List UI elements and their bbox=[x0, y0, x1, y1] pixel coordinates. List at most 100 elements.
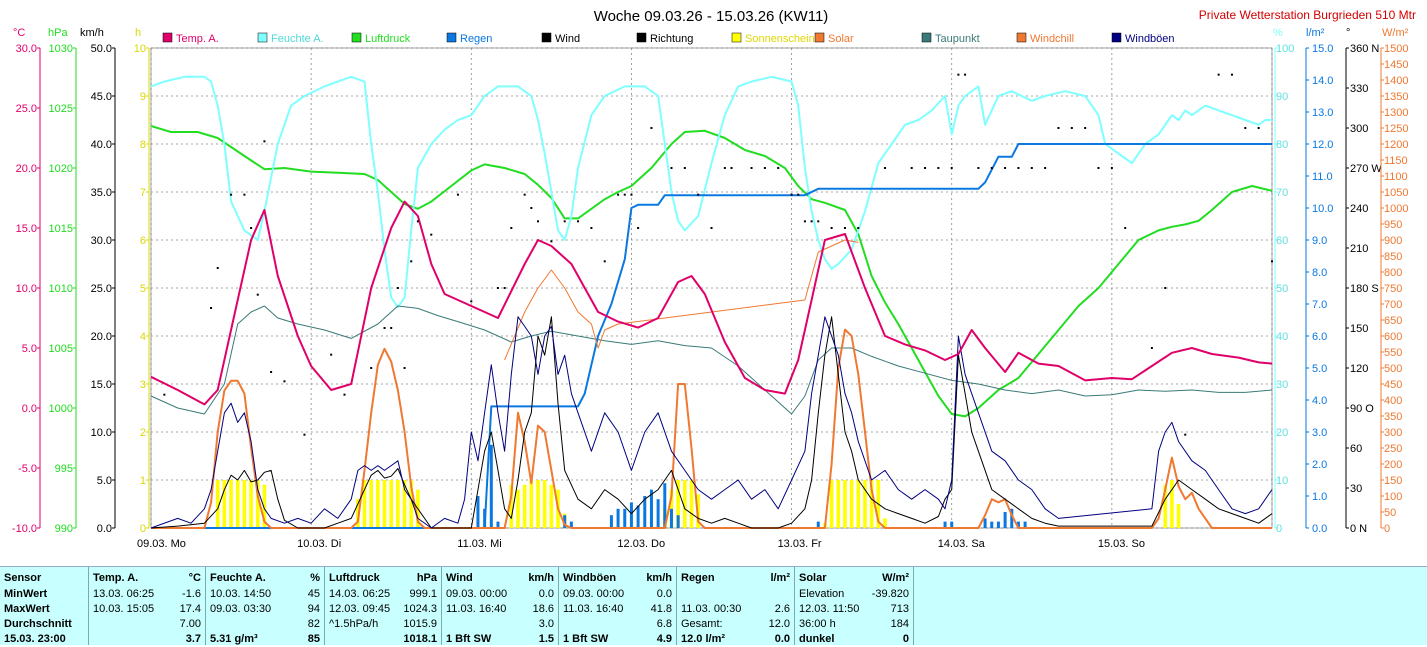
direction-tick-label: 150 bbox=[1350, 323, 1368, 335]
direction-unit-label: ° bbox=[1346, 27, 1350, 39]
direction-point bbox=[1110, 167, 1113, 169]
direction-point bbox=[977, 167, 980, 169]
sunshine-bar bbox=[549, 484, 554, 528]
solar-tick-label: 100 bbox=[1384, 491, 1402, 503]
stats-max-label: MaxWert bbox=[4, 603, 50, 615]
stats-rain-max: 2.6 bbox=[774, 603, 790, 615]
stats-press-unit: hPa bbox=[416, 572, 437, 584]
direction-point bbox=[1230, 73, 1233, 76]
stats-rain-max-time: 11.03. 00:30 bbox=[681, 603, 742, 615]
solar-tick-label: 550 bbox=[1384, 347, 1402, 359]
pressure-tick-label: 1015 bbox=[49, 223, 73, 235]
direction-point bbox=[1164, 287, 1167, 289]
stats-press-max-time: 12.03. 09:45 bbox=[329, 603, 391, 615]
direction-point bbox=[563, 220, 566, 223]
wind-tick-label: 25.0 bbox=[91, 283, 112, 295]
series-line-windchill bbox=[504, 239, 859, 361]
sunshine-bar bbox=[389, 480, 394, 528]
stats-solar-elev: -39.820 bbox=[871, 588, 909, 600]
legend-swatch-icon bbox=[1016, 32, 1027, 43]
stats-col-rain: Regen l/m² 11.03. 00:30 2.6 Gesamt: 12.0 12… bbox=[677, 567, 795, 645]
stats-hum-header: Feuchte A. bbox=[210, 572, 266, 584]
solar-tick-label: 700 bbox=[1384, 299, 1402, 311]
left-axes: 30.025.020.015.010.05.00.0-5.0-10.010301… bbox=[12, 43, 150, 535]
stats-rain-now-note: 12.0 l/m² bbox=[681, 633, 726, 645]
stats-temp-header: Temp. A. bbox=[93, 572, 139, 584]
pressure-tick-label: 1010 bbox=[49, 283, 73, 295]
temp-tick-label: 30.0 bbox=[16, 43, 37, 55]
sunshine-bar bbox=[242, 480, 247, 528]
direction-point bbox=[396, 287, 399, 289]
direction-point bbox=[617, 193, 620, 196]
legend-label: Sonnenschein bbox=[745, 33, 815, 45]
rain-unit-label: l/m² bbox=[1306, 27, 1325, 39]
sunshine-bar bbox=[856, 480, 861, 528]
rain-tick-label: 10.0 bbox=[1312, 203, 1333, 215]
direction-point bbox=[1150, 347, 1153, 349]
stats-gust-unit: km/h bbox=[646, 572, 672, 584]
sunshine-bar bbox=[255, 480, 260, 528]
stats-rain-now: 0.0 bbox=[774, 633, 790, 645]
solar-tick-label: 0 bbox=[1384, 523, 1390, 535]
rain-tick-label: 4.0 bbox=[1312, 395, 1327, 407]
wind-tick-label: 10.0 bbox=[91, 427, 112, 439]
direction-point bbox=[990, 167, 993, 169]
pressure-unit-label: hPa bbox=[48, 27, 68, 39]
stats-solar-header: Solar bbox=[799, 572, 827, 584]
humidity-tick-label: 60 bbox=[1276, 235, 1288, 247]
series-line-temp-a- bbox=[150, 200, 1273, 406]
stats-press-avg: 1015.9 bbox=[403, 618, 437, 630]
solar-tick-label: 1450 bbox=[1384, 59, 1408, 71]
stats-avg-label: Durchschnitt bbox=[4, 618, 72, 630]
stats-col-humidity: Feuchte A.% 10.03. 14:50 45 09.03. 03:30 9… bbox=[206, 567, 325, 645]
solar-tick-label: 1000 bbox=[1384, 203, 1408, 215]
stats-wind-min-time: 09.03. 00:00 bbox=[446, 588, 508, 600]
stats-solar-state: dunkel bbox=[799, 633, 835, 645]
direction-point bbox=[650, 127, 653, 129]
stats-hum-max: 94 bbox=[307, 603, 320, 615]
direction-point bbox=[270, 371, 273, 373]
sunshine-bar bbox=[522, 484, 527, 528]
rain-tick-label: 1.0 bbox=[1312, 491, 1327, 503]
series-line-wind bbox=[150, 316, 1273, 529]
direction-point bbox=[230, 193, 233, 196]
stats-col-gust: Windböen km/h 09.03. 00:00 0.0 11.03. 16:4… bbox=[559, 567, 677, 645]
direction-point bbox=[810, 220, 813, 223]
rain-bar bbox=[649, 489, 653, 528]
sunshine-bar bbox=[356, 499, 360, 528]
sunshine-bar bbox=[509, 484, 514, 528]
sunshine-bar bbox=[362, 480, 367, 528]
pressure-tick-label: 1000 bbox=[49, 403, 73, 415]
humidity-tick-label: 40 bbox=[1276, 331, 1288, 343]
stats-rain-r1-note bbox=[681, 587, 790, 602]
direction-point bbox=[1217, 73, 1220, 76]
legend-label: Wind bbox=[555, 33, 580, 45]
stats-gust-avg-note bbox=[563, 617, 657, 632]
direction-point bbox=[1097, 167, 1100, 169]
stats-temp-now: 3.7 bbox=[185, 633, 201, 645]
rain-bar bbox=[816, 521, 820, 528]
sunshine-bar bbox=[1176, 504, 1181, 528]
day-label: 11.03. Mi bbox=[457, 538, 501, 550]
solar-tick-label: 50 bbox=[1384, 507, 1396, 519]
sunshine-bar bbox=[676, 480, 680, 528]
stats-press-min: 999.1 bbox=[409, 588, 437, 600]
rain-bar bbox=[623, 508, 627, 528]
temp-tick-label: 0.0 bbox=[22, 403, 37, 415]
direction-point bbox=[263, 140, 266, 143]
direction-point bbox=[830, 227, 833, 229]
humidity-tick-label: 50 bbox=[1276, 283, 1288, 295]
rain-tick-label: 15.0 bbox=[1312, 43, 1333, 55]
sunshine-bar bbox=[215, 480, 220, 528]
stats-temp-max: 17.4 bbox=[179, 603, 201, 615]
direction-tick-label: 240 bbox=[1350, 203, 1368, 215]
series-line-regen bbox=[151, 143, 1272, 529]
stats-col-temp: Temp. A. °C 13.03. 06:25 -1.6 10.03. 15:05… bbox=[89, 567, 206, 645]
sunshine-bar bbox=[369, 480, 373, 528]
humidity-tick-label: 0 bbox=[1276, 523, 1282, 535]
rain-bar bbox=[656, 499, 660, 528]
solar-tick-label: 150 bbox=[1384, 475, 1402, 487]
direction-point bbox=[510, 227, 513, 229]
wind-tick-label: 50.0 bbox=[91, 43, 112, 55]
direction-point bbox=[403, 367, 406, 369]
